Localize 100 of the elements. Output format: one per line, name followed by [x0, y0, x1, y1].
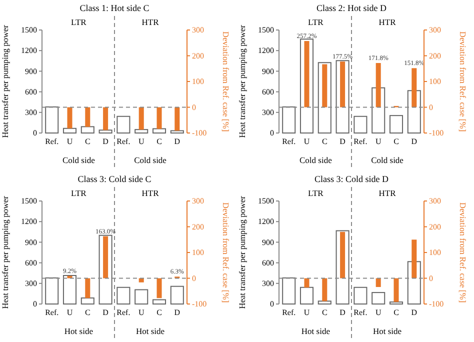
- y2-tick-label: 0: [192, 274, 196, 283]
- x-tick-label: Ref.: [354, 137, 368, 146]
- bar: [103, 236, 108, 278]
- y-tick-label: 300: [262, 108, 274, 117]
- x-tick-label: D: [174, 137, 180, 146]
- text: HTR: [378, 17, 396, 27]
- bar: [318, 300, 332, 304]
- y-tick-label: 300: [25, 278, 37, 288]
- chart-title: Class 3: Cold side C: [78, 174, 152, 184]
- bar: [340, 232, 346, 278]
- bar: [134, 289, 148, 304]
- y-tick-label: 1200: [21, 217, 37, 226]
- y-tick-label: 1500: [258, 26, 274, 35]
- x-tick-label: U: [375, 137, 382, 146]
- x-tick-label: U: [304, 308, 310, 317]
- y-tick-label: 900: [25, 238, 37, 247]
- bar: [116, 286, 130, 304]
- y-axis-title: Heat transfer per pumping power: [237, 196, 247, 309]
- text: Hot side: [373, 326, 402, 336]
- x-tick-label: Ref.: [282, 308, 296, 317]
- bar: [134, 129, 148, 134]
- y-tick-label: 900: [262, 66, 274, 76]
- bar: [67, 276, 72, 278]
- x-tick-label: Ref.: [45, 308, 59, 317]
- bar: [62, 128, 77, 134]
- x-axis-title: Hot side: [64, 326, 94, 336]
- y-axis-title: Heat transfer per pumping power: [0, 24, 10, 138]
- x-axis-title: Cold side: [62, 155, 96, 165]
- y2-tick-label: 200: [192, 51, 204, 60]
- y-tick-label: 1500: [258, 196, 274, 206]
- x-tick-label: Ref.: [354, 308, 368, 317]
- bar: [152, 299, 166, 304]
- y2-tick-label: 300: [429, 26, 441, 35]
- x-tick-label: C: [394, 137, 399, 146]
- x-tick-label: C: [322, 137, 328, 146]
- y2-tick-label: 0: [192, 102, 196, 112]
- y2-tick-label: 100: [192, 248, 204, 258]
- y2-tick-label: -100: [429, 300, 444, 309]
- x-tick-label: C: [156, 137, 162, 146]
- x-tick-label: D: [102, 137, 109, 146]
- y2-tick-label: 0: [429, 274, 433, 283]
- text: LTR: [71, 188, 87, 198]
- bar: [372, 292, 386, 304]
- y2-axis-title: Deviation from Ref. case [%]: [221, 31, 231, 132]
- bar: [304, 41, 310, 108]
- y2-axis-title: Deviation from Ref. case [%]: [458, 31, 468, 132]
- y-axis-title: Heat transfer per pumping power: [0, 196, 10, 309]
- bar: [282, 277, 296, 304]
- text: HTR: [142, 17, 160, 27]
- y2-tick-label: 300: [429, 196, 441, 206]
- y2-tick-label: -100: [192, 128, 207, 138]
- y2-tick-label: 0: [429, 102, 433, 112]
- y-tick-label: 1500: [21, 196, 37, 206]
- bar: [304, 278, 310, 288]
- bar: [376, 278, 381, 288]
- y-tick-label: 0: [33, 128, 37, 138]
- x-tick-label: U: [138, 308, 144, 317]
- text: Hot side: [136, 326, 165, 336]
- y2-tick-label: -100: [192, 300, 207, 309]
- x-tick-label: C: [156, 308, 162, 317]
- bar: [98, 130, 112, 134]
- y-axis-title: Heat transfer per pumping power: [237, 24, 247, 138]
- text: Cold side: [371, 155, 404, 165]
- x-tick-label: D: [340, 137, 346, 146]
- text: LTR: [308, 188, 324, 198]
- x-tick-label: U: [375, 308, 382, 317]
- y2-axis-title: Deviation from Ref. case [%]: [221, 202, 231, 303]
- bar: [116, 116, 130, 134]
- x-tick-label: C: [394, 308, 399, 317]
- chart-title: Class 2: Hot side D: [316, 3, 387, 13]
- bar: [322, 64, 328, 108]
- y-tick-label: 300: [25, 108, 37, 117]
- x-tick-label: U: [304, 137, 310, 146]
- text: HTR: [142, 188, 160, 198]
- x-tick-label: D: [340, 308, 346, 317]
- y2-tick-label: 200: [429, 222, 441, 232]
- x-tick-label: U: [66, 308, 73, 317]
- x-tick-label: Ref.: [116, 137, 130, 146]
- bar: [170, 286, 184, 304]
- x-tick-label: Ref.: [45, 137, 59, 146]
- y2-tick-label: -100: [429, 128, 444, 138]
- y2-tick-label: 300: [192, 26, 204, 35]
- y2-axis-title: Deviation from Ref. case [%]: [458, 202, 468, 303]
- x-tick-label: C: [322, 308, 328, 317]
- text: Cold side: [134, 155, 166, 165]
- y2-tick-label: 200: [429, 51, 441, 60]
- y-tick-label: 600: [25, 258, 37, 268]
- bar: [80, 126, 94, 134]
- y-tick-label: 300: [262, 278, 274, 288]
- y2-tick-label: 200: [192, 222, 204, 232]
- bar: [170, 130, 184, 134]
- bar: [62, 275, 77, 304]
- x-tick-label: C: [84, 137, 90, 146]
- bar: [45, 277, 59, 304]
- y2-tick-label: 100: [192, 77, 204, 86]
- y-tick-label: 0: [33, 300, 37, 309]
- y-tick-label: 1200: [258, 46, 274, 56]
- x-tick-label: U: [66, 137, 73, 146]
- x-tick-label: D: [174, 308, 180, 317]
- y-tick-label: 1200: [21, 46, 37, 56]
